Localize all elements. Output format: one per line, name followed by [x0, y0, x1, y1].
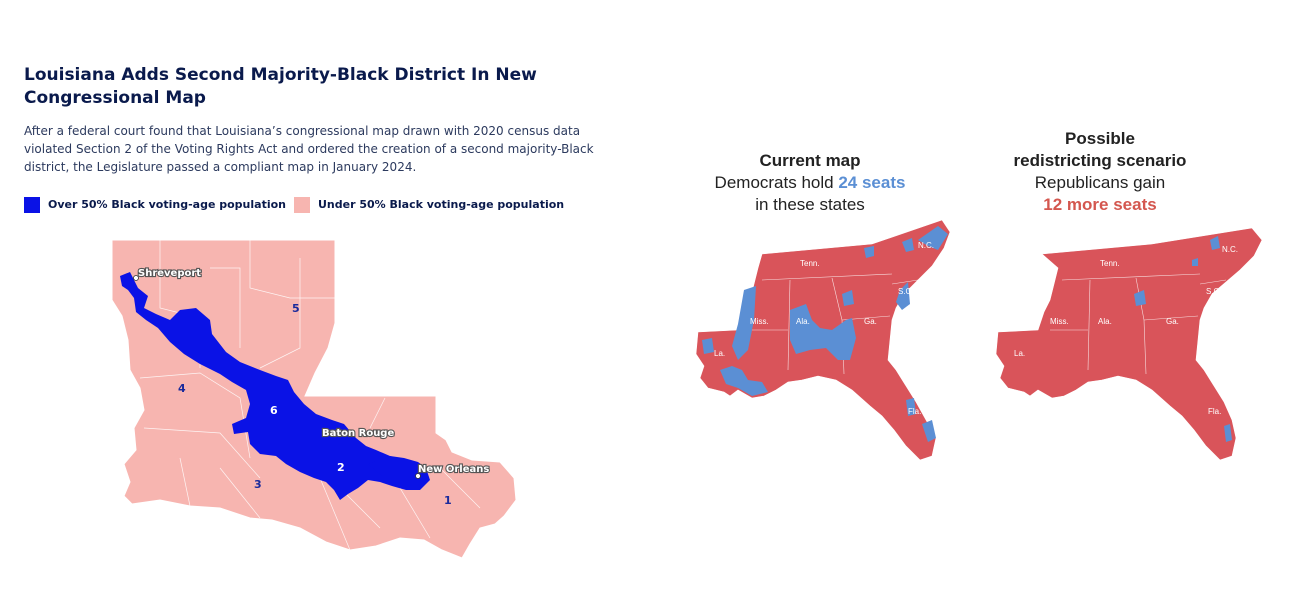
current-label-ala: Ala. — [796, 317, 810, 326]
scenario-label-ala: Ala. — [1098, 317, 1112, 326]
current-map-header: Current map Democrats hold 24 seats in t… — [680, 150, 940, 216]
scenario-label-tenn: Tenn. — [1100, 259, 1120, 268]
district-2-new-orleans-extension — [368, 456, 426, 480]
current-map-desc: Democrats hold 24 seats — [680, 172, 940, 194]
legend-swatch-pink — [294, 197, 310, 213]
southeast-comparison-panel: Current map Democrats hold 24 seats in t… — [680, 0, 1280, 607]
district-6-label: 6 — [270, 404, 278, 417]
new-orleans-dot — [415, 473, 421, 479]
current-southeast-map: Tenn. N.C. S.C. Miss. Ala. Ga. La. Fla. — [695, 220, 951, 461]
louisiana-panel: Louisiana Adds Second Majority-Black Dis… — [0, 0, 640, 607]
current-state-labels: Tenn. N.C. S.C. Miss. Ala. Ga. La. Fla. — [714, 241, 934, 416]
chart-title: Louisiana Adds Second Majority-Black Dis… — [24, 65, 537, 108]
district-2-label: 2 — [337, 461, 345, 474]
legend-label-under: Under 50% Black voting-age population — [318, 198, 565, 211]
legend-item-under-50: Under 50% Black voting-age population — [294, 196, 564, 214]
current-map-desc-line2: in these states — [755, 195, 865, 214]
city-label-shreveport: Shreveport — [138, 268, 201, 279]
district-5-label: 5 — [292, 302, 300, 315]
scenario-title-line1: Possible — [1065, 129, 1135, 148]
scenario-label-miss: Miss. — [1050, 317, 1069, 326]
shreveport-dot — [133, 275, 139, 281]
scenario-label-ga: Ga. — [1166, 317, 1179, 326]
district-4-label: 4 — [178, 382, 186, 395]
city-label-baton-rouge: Baton Rouge — [322, 428, 394, 439]
scenario-state-labels: Tenn. N.C. S.C. Miss. Ala. Ga. La. Fla. — [1014, 245, 1238, 416]
district-2-and-6-majority-black — [120, 272, 430, 500]
current-label-sc: S.C. — [898, 287, 914, 296]
current-seats-highlight: 24 seats — [838, 173, 906, 192]
district-3-label: 3 — [254, 478, 262, 491]
chart-subtitle: After a federal court found that Louisia… — [24, 124, 594, 174]
legend-swatch-blue — [24, 197, 40, 213]
city-label-new-orleans: New Orleans — [418, 464, 489, 475]
scenario-label-nc: N.C. — [1222, 245, 1238, 254]
district-1-label: 1 — [444, 494, 452, 507]
current-desc-prefix: Democrats hold — [714, 173, 839, 192]
current-label-miss: Miss. — [750, 317, 769, 326]
current-label-la: La. — [714, 349, 725, 358]
scenario-header: Possible redistricting scenario Republic… — [970, 128, 1230, 216]
legend-item-over-50: Over 50% Black voting-age population — [24, 196, 286, 214]
current-map-title: Current map — [759, 151, 861, 170]
scenario-seats-highlight: 12 more seats — [1043, 195, 1157, 214]
scenario-desc: Republicans gain — [1034, 173, 1166, 192]
scenario-southeast-map: Tenn. N.C. S.C. Miss. Ala. Ga. La. Fla. — [995, 227, 1263, 461]
current-democrat-districts — [702, 226, 948, 442]
scenario-title-line2: redistricting scenario — [1013, 151, 1187, 170]
current-label-nc: N.C. — [918, 241, 934, 250]
scenario-label-sc: S.C. — [1206, 287, 1222, 296]
legend-label-over: Over 50% Black voting-age population — [48, 198, 286, 211]
current-label-tenn: Tenn. — [800, 259, 820, 268]
baton-rouge-dot — [325, 429, 331, 435]
scenario-democrat-districts — [1134, 236, 1232, 442]
scenario-southeast-region — [995, 227, 1263, 461]
louisiana-district-map: 5 4 6 2 3 1 Shreveport Baton Rouge New O… — [111, 239, 517, 559]
current-label-ga: Ga. — [864, 317, 877, 326]
scenario-label-fla: Fla. — [1208, 407, 1221, 416]
scenario-state-borders — [1050, 273, 1227, 375]
louisiana-state-outline — [111, 239, 517, 559]
current-label-fla: Fla. — [908, 407, 921, 416]
scenario-label-la: La. — [1014, 349, 1025, 358]
